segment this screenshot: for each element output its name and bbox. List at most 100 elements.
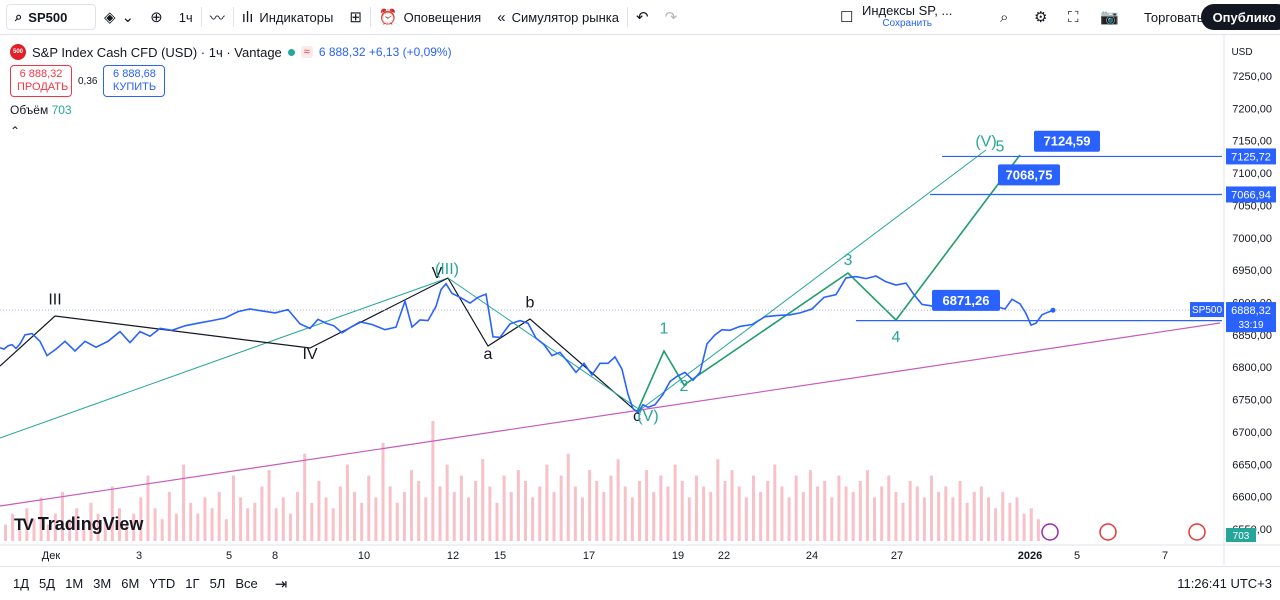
layout-name: Индексы SP, ... — [862, 3, 953, 18]
volume-bar — [360, 502, 364, 541]
volume-bar — [353, 491, 357, 541]
volume-bar — [11, 513, 15, 541]
trade-button[interactable]: Торговать — [1136, 0, 1212, 34]
range-button-6[interactable]: 1Г — [185, 576, 200, 591]
price-callout-box[interactable] — [998, 164, 1060, 186]
legend-collapse-button[interactable]: ⌃ — [10, 124, 20, 138]
current-price-tag — [1226, 302, 1276, 333]
volume-bar — [103, 519, 107, 541]
event-marker-icon[interactable] — [1099, 523, 1117, 541]
volume-bar — [260, 486, 264, 541]
range-button-5[interactable]: YTD — [149, 576, 176, 591]
price-tick-label: 6800,00 — [1232, 362, 1272, 374]
volume-bar — [132, 513, 136, 541]
indicators-label: Индикаторы — [259, 9, 334, 25]
volume-bar — [930, 475, 934, 541]
volume-bar — [509, 491, 513, 541]
symbol-search[interactable]: ⌕ SP500 — [6, 4, 96, 30]
range-button-0[interactable]: 1Д — [13, 576, 30, 591]
layout-checkbox[interactable]: ☐ — [832, 0, 861, 34]
volume-bar — [381, 442, 385, 541]
interval-button[interactable]: 1ч — [171, 0, 201, 34]
sell-price: 6 888,32 — [19, 68, 63, 80]
range-button-7[interactable]: 5Л — [209, 576, 226, 591]
interval-label: 1ч — [178, 9, 193, 25]
publish-button[interactable]: Опублико — [1200, 4, 1280, 30]
volume-bar — [68, 519, 72, 541]
volume-bar — [645, 470, 649, 541]
volume-bar — [296, 491, 300, 541]
wave-label: IV — [302, 346, 317, 363]
range-button-4[interactable]: 6М — [121, 576, 140, 591]
volume-bar — [630, 497, 634, 541]
price-callout-text: 7124,59 — [1044, 134, 1091, 149]
time-tick-label: 10 — [358, 550, 370, 562]
fullscreen-button[interactable]: ⛶ — [1060, 0, 1087, 34]
snapshot-button[interactable]: 📷 — [1092, 0, 1127, 34]
price-line — [0, 275, 1054, 414]
layout-name-button[interactable]: Индексы SP, ... Сохранить — [862, 4, 952, 30]
volume-bar — [958, 481, 962, 541]
price-axis[interactable]: USD7250,007200,007150,007100,007050,0070… — [1190, 35, 1276, 565]
volume-bar — [1029, 508, 1033, 541]
redo-button[interactable]: ↷ — [657, 0, 686, 34]
volume-bar — [317, 481, 321, 541]
price-tick-label: 6750,00 — [1232, 395, 1272, 407]
volume-label: Объём — [10, 103, 49, 117]
indicators-button[interactable]: ılı Индикаторы — [234, 0, 342, 34]
divider — [369, 7, 371, 27]
range-button-3[interactable]: 3М — [93, 576, 112, 591]
price-tick-label: 7100,00 — [1232, 168, 1272, 180]
chart-area[interactable]: III IV V (III) a b c (V) 1 2 3 4 (V) 5 7124,59 7068,75… — [0, 35, 1280, 565]
volume-bar — [474, 481, 478, 541]
event-marker-icon[interactable] — [1188, 523, 1206, 541]
volume-bar — [96, 513, 100, 541]
buy-button[interactable]: 6 888,68 КУПИТЬ — [103, 65, 166, 97]
templates-button[interactable]: ⊞ — [341, 0, 370, 34]
volume-bar — [417, 481, 421, 541]
volume-bar — [239, 497, 243, 541]
price-callout-box[interactable] — [932, 289, 1000, 311]
volume-bar — [153, 508, 157, 541]
alerts-button[interactable]: ⏰ Оповещения — [371, 0, 489, 34]
event-marker-icon[interactable] — [1041, 523, 1059, 541]
compare-button[interactable]: ◈ ⌄ — [96, 0, 142, 34]
chart-type-button[interactable]: 〰 — [202, 0, 233, 34]
sell-button[interactable]: 6 888,32 ПРОДАТЬ — [10, 65, 72, 97]
wave-label: III — [48, 291, 61, 308]
tradingview-logo[interactable]: TV TradingView — [14, 514, 143, 535]
range-button-2[interactable]: 1М — [65, 576, 84, 591]
range-button-1[interactable]: 5Д — [39, 576, 56, 591]
volume-bar — [303, 453, 307, 541]
volume-bar — [253, 502, 257, 541]
price-tick-label: 6600,00 — [1232, 492, 1272, 504]
volume-bar — [146, 475, 150, 541]
volume-bar — [395, 502, 399, 541]
price-tick-label: 7000,00 — [1232, 233, 1272, 245]
time-axis[interactable]: Дек 3 5 8 10 12 15 17 19 22 24 27 2026 5 7 — [0, 523, 1280, 562]
wave-label: a — [484, 346, 493, 363]
currency-label[interactable]: USD — [1231, 47, 1252, 58]
top-toolbar: ⌕ SP500 ◈ ⌄ ⊕ 1ч 〰 ılı Индикаторы ⊞ ⏰ Опове… — [0, 0, 1280, 35]
volume-bar — [488, 486, 492, 541]
volume-bar — [979, 486, 983, 541]
price-tick-label: 7150,00 — [1232, 136, 1272, 148]
settings-button[interactable]: ⚙ — [1026, 0, 1055, 34]
volume-bar — [224, 519, 228, 541]
clock[interactable]: 11:26:41 UTC+3 — [1177, 576, 1272, 591]
price-callout-box[interactable] — [1034, 130, 1100, 152]
undo-button[interactable]: ↶ — [628, 0, 657, 34]
time-tick-label: 22 — [718, 550, 730, 562]
range-button-8[interactable]: Все — [235, 576, 258, 591]
replay-button[interactable]: « Симулятор рынка — [489, 0, 627, 34]
volume-bar — [787, 497, 791, 541]
time-tick-label: Дек — [42, 550, 61, 562]
add-symbol-button[interactable]: ⊕ — [142, 0, 171, 34]
volume-bar — [196, 513, 200, 541]
volume-bar — [730, 470, 734, 541]
search-magnify-button[interactable]: ⌕ — [992, 0, 1016, 34]
volume-axis-tag — [1226, 528, 1256, 542]
volume-bar — [552, 491, 556, 541]
date-range-button[interactable]: ⇥ — [274, 575, 288, 593]
